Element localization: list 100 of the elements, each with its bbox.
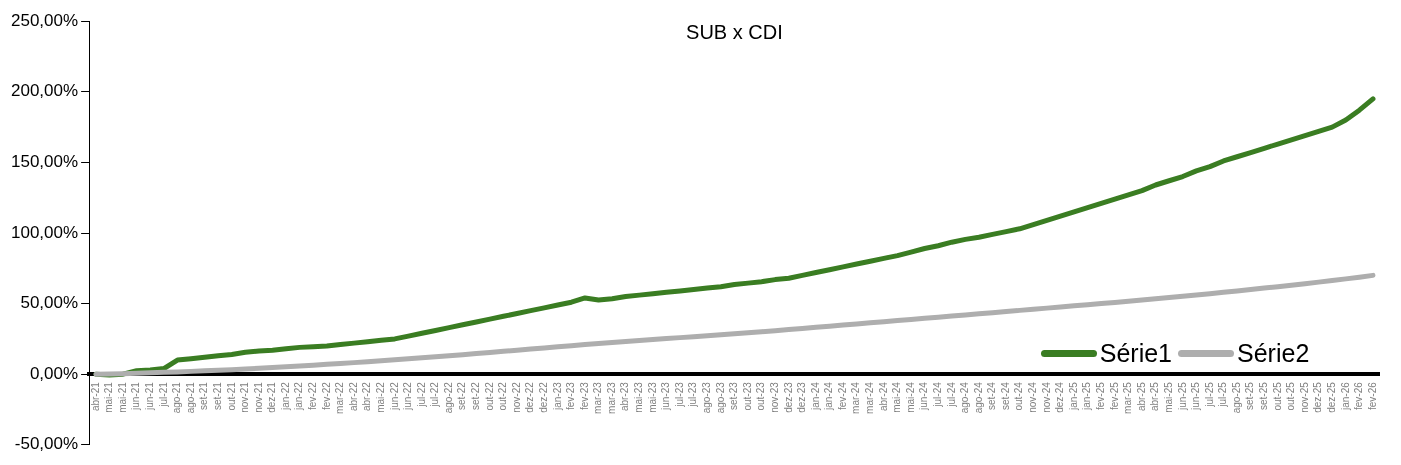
x-tick-label: jan-25 bbox=[1081, 381, 1093, 412]
x-tick-label: ago-22 bbox=[442, 381, 454, 414]
x-tick-label: jun-23 bbox=[660, 381, 672, 412]
x-tick-label: out-24 bbox=[1013, 381, 1025, 411]
x-tick-label: dez-23 bbox=[782, 381, 794, 413]
chart-title: SUB x CDI bbox=[686, 20, 783, 43]
x-tick-label: abr-21 bbox=[89, 381, 101, 412]
x-tick-label: mar-24 bbox=[850, 381, 862, 414]
x-tick-label: jan-26 bbox=[1339, 381, 1351, 412]
x-tick-label: mai-25 bbox=[1162, 381, 1174, 413]
x-tick-label: out-23 bbox=[741, 381, 753, 411]
x-tick-label: out-22 bbox=[497, 381, 509, 411]
legend-label: Série1 bbox=[1099, 339, 1173, 369]
x-tick-label: dez-21 bbox=[266, 381, 278, 413]
x-tick-label: jan-22 bbox=[293, 381, 305, 412]
x-tick-label: mai-24 bbox=[904, 381, 916, 413]
x-tick-label: nov-24 bbox=[1040, 381, 1052, 413]
x-tick-label: ago-21 bbox=[184, 381, 196, 414]
x-tick-label: set-21 bbox=[211, 381, 223, 410]
x-tick-label: dez-24 bbox=[1054, 381, 1066, 413]
x-tick-label: jul-23 bbox=[687, 381, 699, 408]
x-tick-label: jan-24 bbox=[809, 381, 821, 412]
x-tick-label: jun-25 bbox=[1190, 381, 1202, 412]
x-tick-label: mai-21 bbox=[103, 381, 115, 413]
x-tick-label: fev-22 bbox=[320, 381, 332, 410]
x-tick-label: mai-23 bbox=[646, 381, 658, 413]
y-tick-label: 200,00% bbox=[10, 81, 79, 101]
x-tick-label: jul-21 bbox=[157, 381, 169, 408]
x-tick-label: nov-21 bbox=[252, 381, 264, 413]
x-tick-label: fev-26 bbox=[1353, 381, 1365, 410]
x-tick-label: mai-22 bbox=[374, 381, 386, 413]
x-tick-label: jan-24 bbox=[823, 381, 835, 412]
x-tick-label: jan-25 bbox=[1067, 381, 1079, 412]
x-tick-label: set-25 bbox=[1244, 381, 1256, 410]
x-tick-label: set-22 bbox=[456, 381, 468, 410]
x-tick-label: mai-23 bbox=[633, 381, 645, 413]
x-tick-label: out-21 bbox=[225, 381, 237, 411]
x-tick-label: set-22 bbox=[470, 381, 482, 410]
x-tick-label: mai-24 bbox=[891, 381, 903, 413]
x-tick-label: mar-22 bbox=[334, 381, 346, 414]
x-tick-label: nov-25 bbox=[1298, 381, 1310, 413]
x-tick-label: fev-22 bbox=[307, 381, 319, 410]
x-tick-label: set-24 bbox=[999, 381, 1011, 410]
x-tick-label: set-25 bbox=[1258, 381, 1270, 410]
y-tick-label: 0,00% bbox=[29, 363, 79, 383]
x-tick-label: jul-24 bbox=[945, 381, 957, 408]
x-tick-label: nov-24 bbox=[1027, 381, 1039, 413]
x-tick-label: ago-24 bbox=[959, 381, 971, 414]
x-tick-label: ago-25 bbox=[1230, 381, 1242, 414]
x-tick-label: set-24 bbox=[986, 381, 998, 410]
y-tick-label: 150,00% bbox=[10, 152, 79, 172]
x-tick-label: out-25 bbox=[1271, 381, 1283, 411]
y-tick-label: 100,00% bbox=[10, 222, 79, 242]
x-tick-label: mar-23 bbox=[592, 381, 604, 414]
x-tick-label: jun-22 bbox=[402, 381, 414, 412]
x-tick-label: abr-25 bbox=[1149, 381, 1161, 412]
x-tick-label: set-21 bbox=[198, 381, 210, 410]
x-tick-label: abr-23 bbox=[619, 381, 631, 412]
y-tick-label: -50,00% bbox=[14, 434, 79, 454]
y-tick-label: 250,00% bbox=[10, 10, 79, 30]
x-tick-label: mar-25 bbox=[1122, 381, 1134, 414]
x-tick-label: ago-23 bbox=[701, 381, 713, 414]
legend-label: Série2 bbox=[1237, 339, 1310, 369]
x-tick-label: fev-24 bbox=[836, 381, 848, 410]
x-tick-label: nov-23 bbox=[768, 381, 780, 413]
x-tick-label: out-23 bbox=[755, 381, 767, 411]
x-tick-label: out-22 bbox=[483, 381, 495, 411]
x-tick-label: jul-24 bbox=[931, 381, 943, 408]
x-tick-label: dez-23 bbox=[796, 381, 808, 413]
y-tick-label: 50,00% bbox=[20, 293, 79, 313]
x-tick-label: abr-22 bbox=[361, 381, 373, 412]
x-tick-label: jul-22 bbox=[429, 381, 441, 408]
x-tick-label: jul-22 bbox=[415, 381, 427, 408]
x-tick-label: jul-25 bbox=[1217, 381, 1229, 408]
x-tick-label: jul-25 bbox=[1203, 381, 1215, 408]
x-tick-label: dez-22 bbox=[537, 381, 549, 413]
x-tick-label: ago-21 bbox=[171, 381, 183, 414]
x-tick-label: jun-25 bbox=[1176, 381, 1188, 412]
x-tick-label: jun-21 bbox=[144, 381, 155, 412]
x-tick-label: fev-23 bbox=[565, 381, 577, 410]
x-tick-label: nov-22 bbox=[510, 381, 522, 413]
x-tick-label: dez-22 bbox=[524, 381, 536, 413]
x-tick-label: dez-25 bbox=[1312, 381, 1324, 413]
x-tick-label: mar-24 bbox=[864, 381, 876, 414]
x-tick-label: fev-26 bbox=[1366, 381, 1378, 410]
x-tick-label: fev-25 bbox=[1108, 381, 1120, 410]
x-tick-label: fev-25 bbox=[1094, 381, 1106, 410]
x-tick-label: jul-23 bbox=[673, 381, 685, 408]
x-tick-label: abr-24 bbox=[877, 381, 889, 412]
x-tick-label: jun-22 bbox=[388, 381, 400, 412]
x-tick-label: ago-23 bbox=[714, 381, 726, 414]
x-tick-label: abr-22 bbox=[347, 381, 359, 412]
x-tick-label: jun-21 bbox=[130, 381, 142, 412]
x-tick-label: dez-25 bbox=[1325, 381, 1337, 413]
x-tick-label: set-23 bbox=[728, 381, 740, 410]
x-tick-label: jun-24 bbox=[918, 381, 930, 412]
x-tick-label: nov-21 bbox=[239, 381, 251, 413]
x-tick-label: abr-25 bbox=[1135, 381, 1147, 412]
x-tick-label: mar-23 bbox=[605, 381, 617, 414]
x-tick-label: fev-23 bbox=[578, 381, 590, 410]
